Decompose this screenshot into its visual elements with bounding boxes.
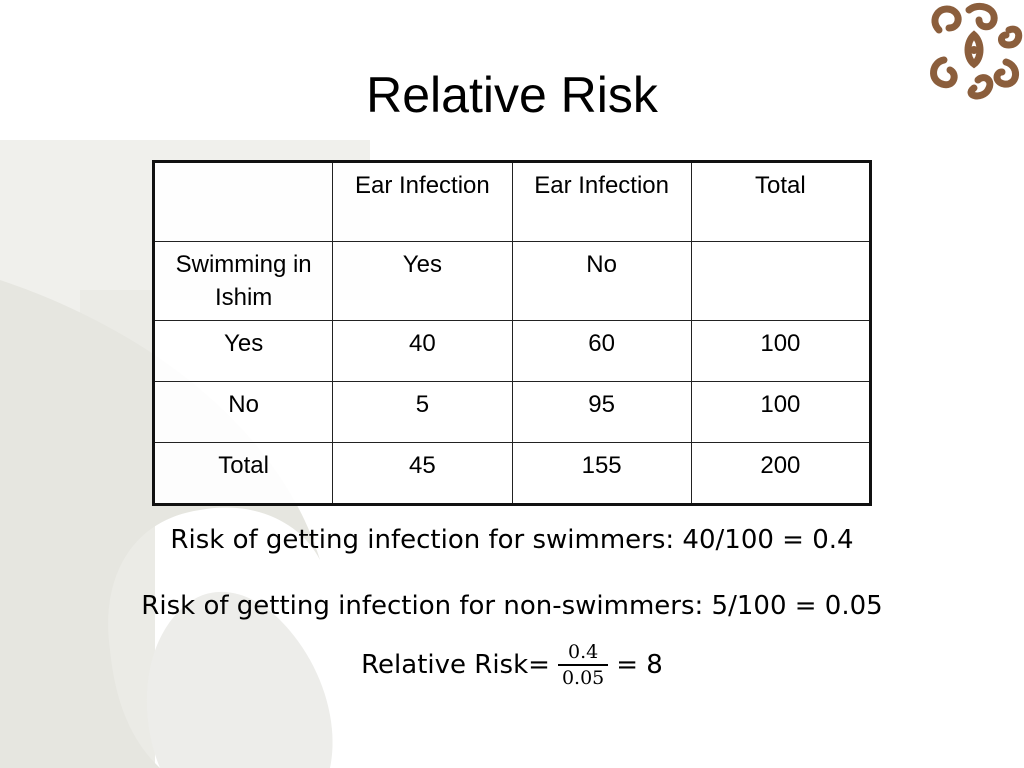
formula-denominator: 0.05 (561, 667, 605, 689)
contingency-table: Ear Infection Ear Infection Total Swimmi… (152, 160, 872, 506)
table-cell: 5 (332, 381, 513, 443)
table-header-cell: Ear Infection (511, 161, 692, 242)
formula-lhs: Relative Risk= (361, 650, 550, 680)
table-cell: 40 (332, 320, 513, 382)
table-cell: 100 (690, 381, 872, 443)
fraction-bar (557, 664, 609, 666)
table-header-cell: Ear Infection (332, 161, 513, 242)
table-cell: 100 (690, 320, 872, 382)
table-row: Total 45 155 200 (152, 442, 872, 505)
table-header-cell: Yes (332, 241, 513, 321)
table-row-label: No (152, 381, 334, 443)
table-cell: 95 (511, 381, 692, 443)
table-cell: 155 (511, 442, 692, 505)
table-header-cell: Total (690, 161, 872, 242)
formula-result: = 8 (616, 650, 663, 680)
formula-numerator: 0.4 (567, 641, 599, 663)
slide-title: Relative Risk (366, 67, 658, 123)
relative-risk-formula: Relative Risk= 0.4 0.05 = 8 (0, 640, 1024, 690)
table-subheader-row: Swimming in Ishim Yes No (152, 241, 872, 321)
table-cell: 60 (511, 320, 692, 382)
table-cell (690, 241, 872, 321)
table-cell: 45 (332, 442, 513, 505)
table-header-cell: No (511, 241, 692, 321)
table-row-label: Yes (152, 320, 334, 382)
table-cell (152, 161, 334, 242)
table-row-label: Total (152, 442, 334, 505)
swimmers-risk-text: Risk of getting infection for swimmers: … (170, 525, 854, 555)
table-cell: 200 (690, 442, 872, 505)
table-row: No 5 95 100 (152, 381, 872, 443)
ornamental-swirl-logo-icon (930, 2, 1023, 100)
table-header-row: Ear Infection Ear Infection Total (152, 161, 872, 242)
non-swimmers-risk-text: Risk of getting infection for non-swimme… (141, 591, 883, 621)
table-header-cell: Swimming in Ishim (152, 241, 334, 321)
formula-fraction: 0.4 0.05 (557, 640, 609, 690)
table-row: Yes 40 60 100 (152, 320, 872, 382)
